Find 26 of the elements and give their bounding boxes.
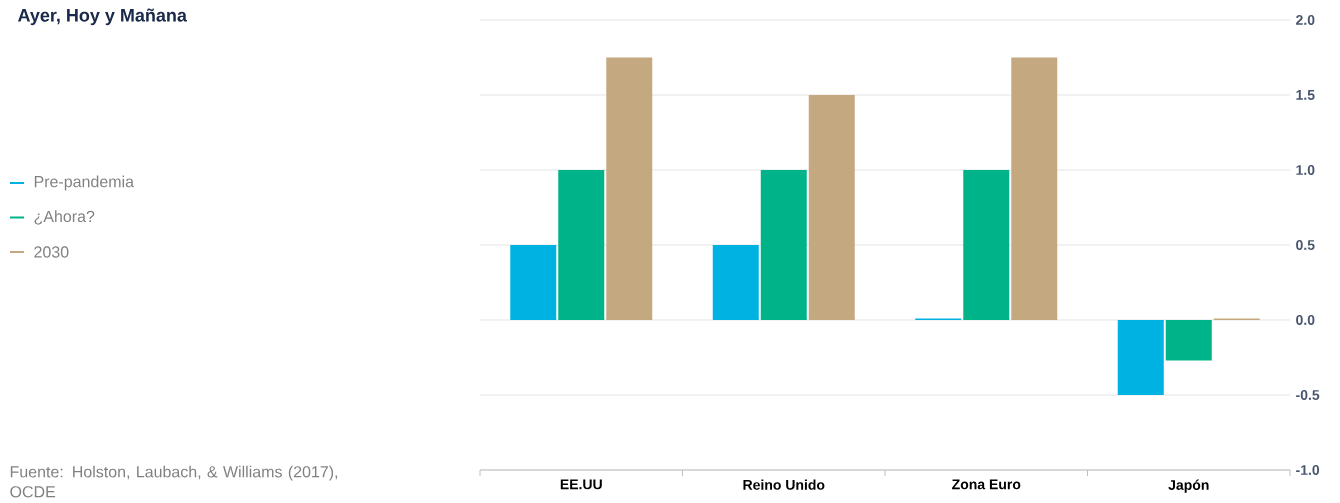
bar <box>1011 57 1058 320</box>
legend-label: ¿Ahora? <box>34 210 95 225</box>
bar <box>712 245 759 320</box>
y-tick-label: 1.5 <box>1296 90 1315 100</box>
y-tick-label: 0.5 <box>1296 240 1315 250</box>
bar <box>760 169 807 320</box>
legend-label: Pre-pandemia <box>34 175 135 191</box>
y-tick-label: 2.0 <box>1296 15 1315 25</box>
y-tick-label: -1.0 <box>1296 465 1320 475</box>
text: Ayer, Hoy y Mañana <box>17 8 188 26</box>
x-tick-label: Reino Unido <box>743 479 825 490</box>
source-note: Fuente: Holston, Laubach, & Williams (2017), OCDE <box>10 465 338 498</box>
x-tick-label: Japón <box>1168 479 1209 493</box>
y-tick-label: 1.0 <box>1296 165 1315 175</box>
x-tick-label: Zona Euro <box>952 479 1021 490</box>
x-tick-label: EE.UU <box>560 479 602 490</box>
legend-label: 2030 <box>34 246 69 258</box>
bar <box>1117 320 1164 395</box>
y-tick-label: -0.5 <box>1296 390 1320 400</box>
bar <box>558 169 605 320</box>
y-tick-label: 0.0 <box>1296 315 1315 325</box>
bar <box>1165 320 1212 361</box>
bar <box>606 57 653 320</box>
bar <box>963 169 1010 320</box>
bar <box>510 245 557 320</box>
bar <box>808 95 855 320</box>
